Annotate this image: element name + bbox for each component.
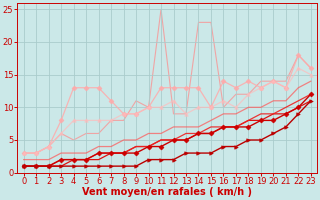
X-axis label: Vent moyen/en rafales ( km/h ): Vent moyen/en rafales ( km/h ) (82, 187, 252, 197)
